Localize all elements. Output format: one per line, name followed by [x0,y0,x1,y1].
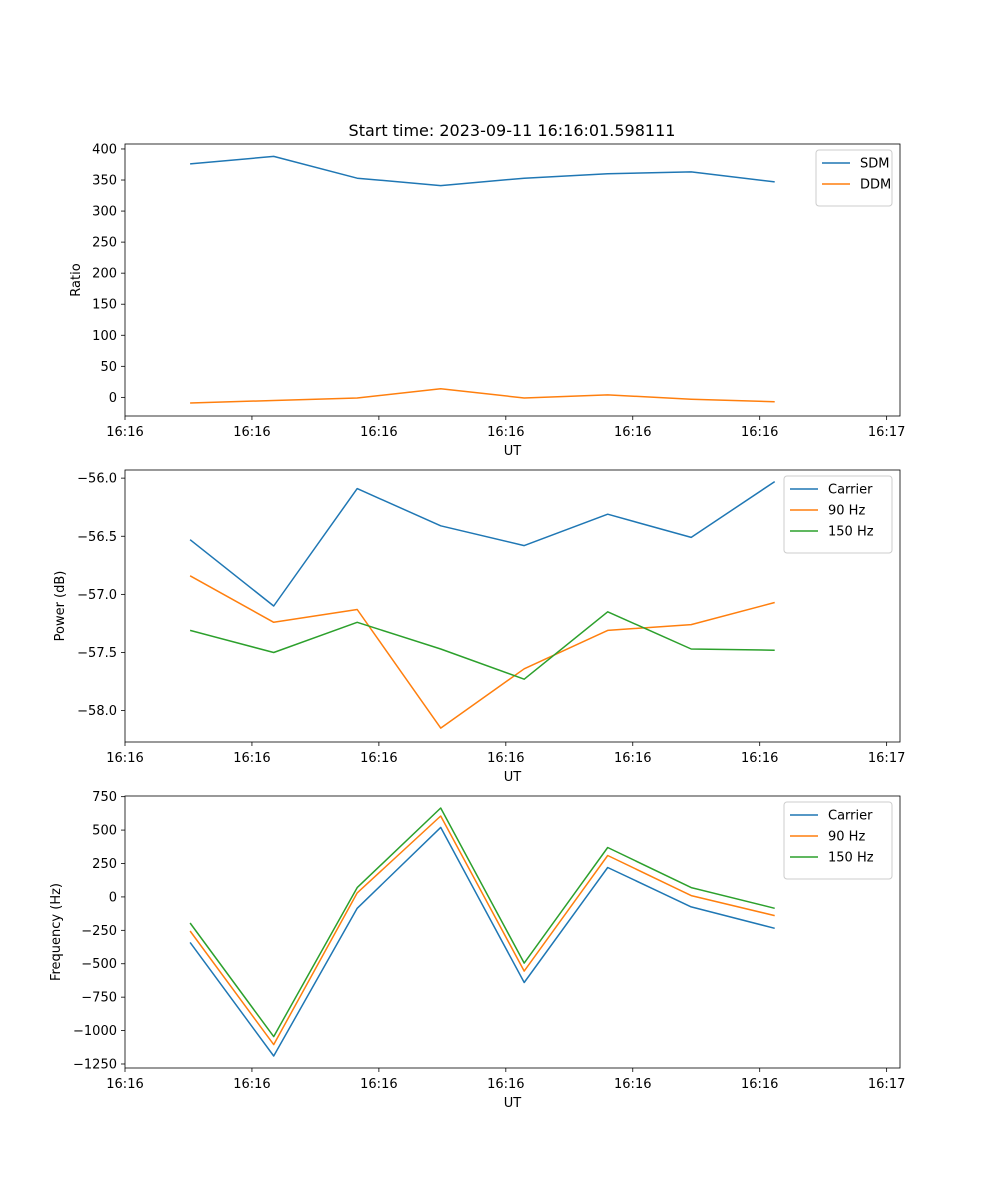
x-tick-label: 16:16 [487,425,524,440]
axes-frame [124,143,901,417]
series-line-150-hz [189,807,775,1038]
y-tick-label: 100 [92,329,117,344]
legend: Carrier 90 Hz 150 Hz [783,475,893,554]
y-axis-label: Power (dB) [53,571,68,642]
y-tick-label: −58.0 [77,704,117,719]
y-tick-label: −750 [81,991,117,1006]
x-tick-label: 16:16 [106,1077,143,1092]
power-panel: 16:16 16:16 16:16 16:16 16:16 16:16 16:17 −58.0… [53,469,905,785]
y-tick-label: −250 [81,924,117,939]
y-tick-label: 750 [92,790,117,805]
y-tick-label: −57.0 [77,588,117,603]
legend-label: 90 Hz [828,504,865,519]
y-tick-label: 150 [92,298,117,313]
x-tick-label: 16:16 [487,751,524,766]
x-tick-label: 16:16 [614,1077,651,1092]
frequency-panel: 16:16 16:16 16:16 16:16 16:16 16:16 16:17 −1250… [49,790,905,1111]
x-tick-label: 16:16 [614,751,651,766]
legend-box [783,475,893,554]
x-tick-label: 16:16 [233,751,270,766]
x-axis-label: UT [504,1096,522,1111]
x-tick-label: 16:16 [106,425,143,440]
figure-title: Start time: 2023-09-11 16:16:01.598111 [349,121,676,140]
legend-box [815,149,893,207]
legend-label: Carrier [828,809,873,824]
y-tick-label: 50 [100,360,117,375]
ratio-panel: 16:16 16:16 16:16 16:16 16:16 16:16 16:17 0 50 10… [69,142,905,459]
y-tick-label: 350 [92,174,117,189]
x-tick-label: 16:17 [868,1077,905,1092]
series-line-90-hz [189,575,775,729]
x-tick-label: 16:16 [233,425,270,440]
legend-box [783,801,893,880]
legend-label: SDM [860,157,889,172]
x-tick-label: 16:16 [360,1077,397,1092]
x-tick-label: 16:16 [487,1077,524,1092]
y-tick-label: 0 [109,391,117,406]
y-tick-label: 500 [92,824,117,839]
y-tick-label: −56.0 [77,472,117,487]
y-tick-label: 200 [92,267,117,282]
x-tick-label: 16:16 [106,751,143,766]
axes-frame [124,469,901,743]
legend-label: 150 Hz [828,525,874,540]
y-tick-label: −500 [81,957,117,972]
series-line-150-hz [189,611,775,680]
x-tick-label: 16:16 [360,751,397,766]
y-tick-label: 300 [92,205,117,220]
x-axis-label: UT [504,444,522,459]
y-tick-label: 250 [92,236,117,251]
series-line-carrier [189,480,776,607]
x-tick-label: 16:16 [614,425,651,440]
x-tick-label: 16:17 [868,751,905,766]
x-tick-label: 16:16 [741,425,778,440]
legend-label: DDM [860,178,891,193]
x-tick-label: 16:16 [741,751,778,766]
y-tick-label: 0 [109,890,117,905]
x-tick-label: 16:16 [360,425,397,440]
legend: SDM DDM [815,149,893,207]
series-line-sdm [190,155,775,187]
legend: Carrier 90 Hz 150 Hz [783,801,893,880]
y-axis-label: Frequency (Hz) [49,883,64,981]
y-tick-label: −1000 [73,1024,117,1039]
x-tick-label: 16:16 [741,1077,778,1092]
y-tick-label: −56.5 [77,530,117,545]
legend-label: Carrier [828,483,873,498]
y-tick-label: 400 [92,142,117,157]
series-line-carrier [189,826,775,1057]
y-tick-label: −57.5 [77,646,117,661]
legend-label: 150 Hz [828,851,874,866]
x-tick-label: 16:16 [233,1077,270,1092]
axes-frame [124,795,901,1069]
x-tick-label: 16:17 [868,425,905,440]
series-line-ddm [190,387,775,404]
y-tick-label: 250 [92,857,117,872]
series-line-90-hz [189,815,775,1046]
x-axis-label: UT [504,770,522,785]
y-axis-label: Ratio [69,263,84,296]
legend-label: 90 Hz [828,830,865,845]
y-tick-label: −1250 [73,1057,117,1072]
